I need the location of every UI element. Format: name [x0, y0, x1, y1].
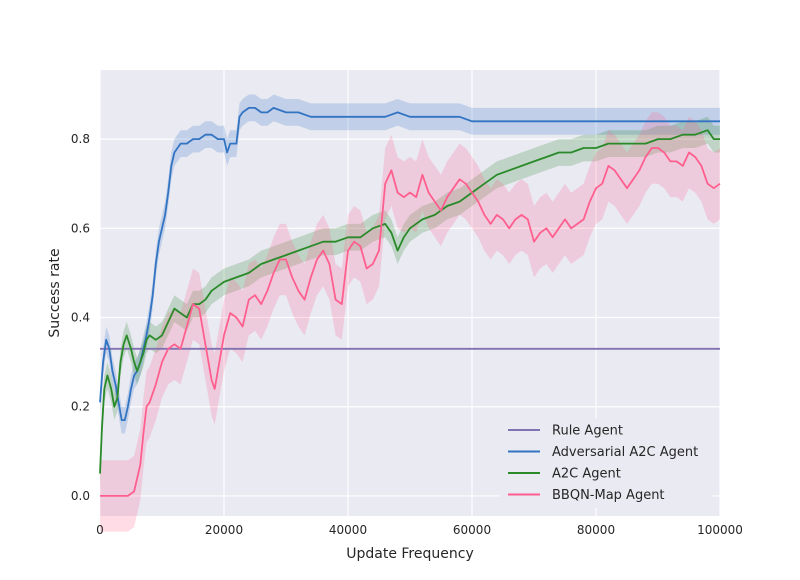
- y-tick-label: 0.4: [71, 311, 90, 325]
- x-tick-label: 80000: [577, 523, 615, 537]
- y-tick-label: 0.8: [71, 132, 90, 146]
- series-band-3: [100, 112, 720, 532]
- y-tick-label: 0.0: [71, 489, 90, 503]
- series-band-1: [100, 94, 720, 434]
- x-tick-label: 0: [96, 523, 104, 537]
- x-tick-label: 100000: [697, 523, 743, 537]
- legend-box: [500, 418, 712, 508]
- legend-label: BBQN-Map Agent: [552, 488, 665, 503]
- series-line-2: [99, 129, 720, 474]
- x-tick-label: 40000: [329, 523, 367, 537]
- x-tick-label: 60000: [453, 523, 491, 537]
- series-line-3: [100, 147, 721, 497]
- x-axis-title: Update Frequency: [346, 546, 473, 562]
- legend: Rule Agent Adversarial A2C Agent A2C Agent…: [500, 418, 712, 508]
- legend-label: Adversarial A2C Agent: [552, 445, 698, 460]
- confidence-bands: [100, 94, 720, 532]
- y-axis-title: Success rate: [47, 248, 63, 337]
- x-tick-label: 20000: [205, 523, 243, 537]
- x-axis-ticks: 0 20000 40000 60000 80000 100000: [96, 523, 743, 537]
- legend-label: A2C Agent: [552, 467, 621, 482]
- y-axis-ticks: 0.0 0.2 0.4 0.6 0.8: [71, 132, 90, 503]
- y-tick-label: 0.6: [71, 221, 90, 235]
- y-tick-label: 0.2: [71, 400, 90, 414]
- legend-label: Rule Agent: [552, 424, 623, 439]
- series-lines: [99, 107, 721, 497]
